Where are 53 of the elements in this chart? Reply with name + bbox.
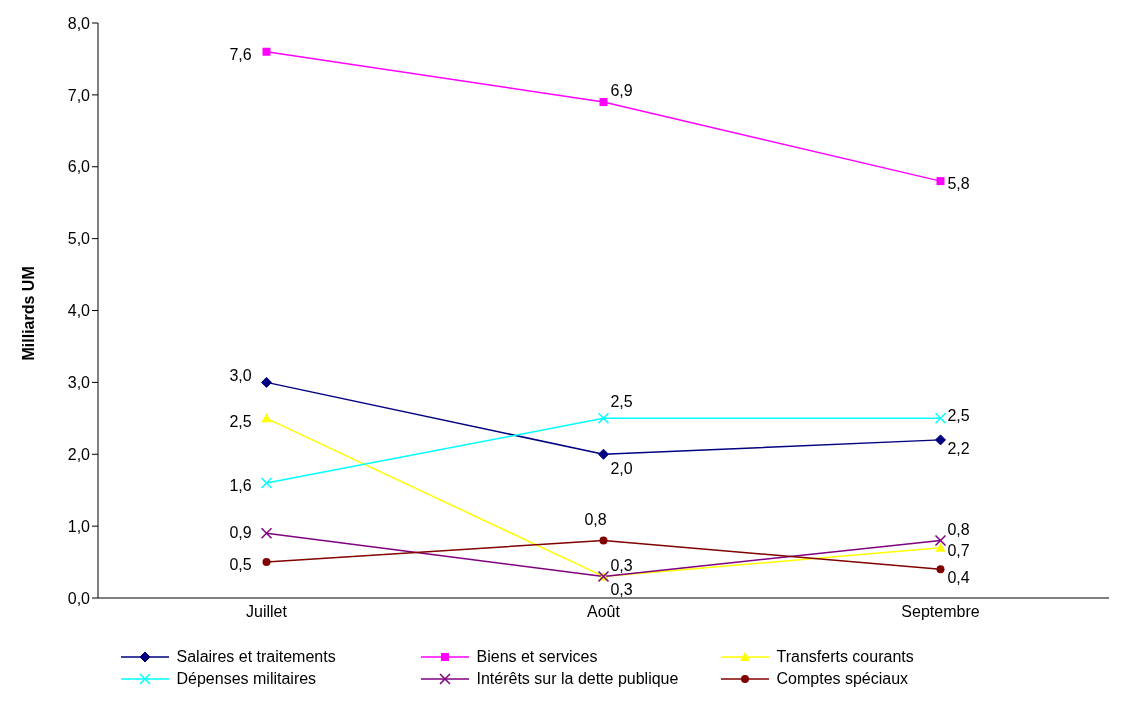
x-tick-label: Juillet xyxy=(246,603,288,621)
y-tick-label: 3,0 xyxy=(67,374,91,392)
data-label: 2,5 xyxy=(947,406,970,424)
point xyxy=(597,412,610,425)
data-label: 7,6 xyxy=(229,45,252,63)
data-label: 3,0 xyxy=(229,366,252,384)
point xyxy=(935,542,946,552)
data-label: 0,3 xyxy=(610,556,633,574)
y-tick-label: 4,0 xyxy=(67,302,91,320)
point xyxy=(262,47,271,56)
point xyxy=(599,536,608,545)
point xyxy=(936,177,945,186)
y-tick-label: 8,0 xyxy=(67,14,91,32)
data-label: 6,9 xyxy=(610,82,633,100)
data-label: 1,6 xyxy=(229,477,252,495)
data-label: 2,0 xyxy=(610,460,633,478)
y-tick-label: 6,0 xyxy=(67,158,91,176)
legend-label: Intérêts sur la dette publique xyxy=(476,670,679,688)
data-label: 0,8 xyxy=(584,510,607,528)
point xyxy=(260,477,273,489)
point xyxy=(936,565,945,574)
x-tick-label: Août xyxy=(587,603,621,621)
point xyxy=(935,434,946,446)
y-tick-label: 5,0 xyxy=(67,230,91,248)
point xyxy=(261,413,272,423)
y-tick-label: 1,0 xyxy=(67,517,91,535)
data-label: 0,4 xyxy=(947,569,970,587)
y-tick-label: 2,0 xyxy=(67,445,91,463)
y-tick-label: 0,0 xyxy=(67,589,91,607)
data-label: 2,2 xyxy=(947,440,970,458)
point xyxy=(934,412,947,425)
point xyxy=(934,534,947,547)
y-axis-title: Milliards UM xyxy=(19,266,37,361)
point xyxy=(261,376,272,388)
legend-label: Salaires et traitements xyxy=(176,648,336,666)
data-label: 0,5 xyxy=(229,556,252,574)
data-label: 2,5 xyxy=(229,412,252,430)
y-tick-label: 7,0 xyxy=(67,86,91,104)
data-label: 0,8 xyxy=(947,520,970,538)
point xyxy=(598,448,609,460)
data-label: 0,7 xyxy=(947,541,970,559)
legend-label: Comptes spéciaux xyxy=(776,670,909,688)
data-label: 0,3 xyxy=(610,580,633,598)
point xyxy=(262,558,271,567)
data-label: 2,5 xyxy=(610,392,633,410)
legend-label: Dépenses militaires xyxy=(176,670,317,688)
point xyxy=(260,527,273,540)
data-label: 0,9 xyxy=(229,523,252,541)
legend-label: Transferts courants xyxy=(776,648,914,666)
point xyxy=(599,98,608,107)
legend-label: Biens et services xyxy=(476,648,598,666)
data-label: 5,8 xyxy=(947,175,970,193)
x-tick-label: Septembre xyxy=(901,603,980,621)
